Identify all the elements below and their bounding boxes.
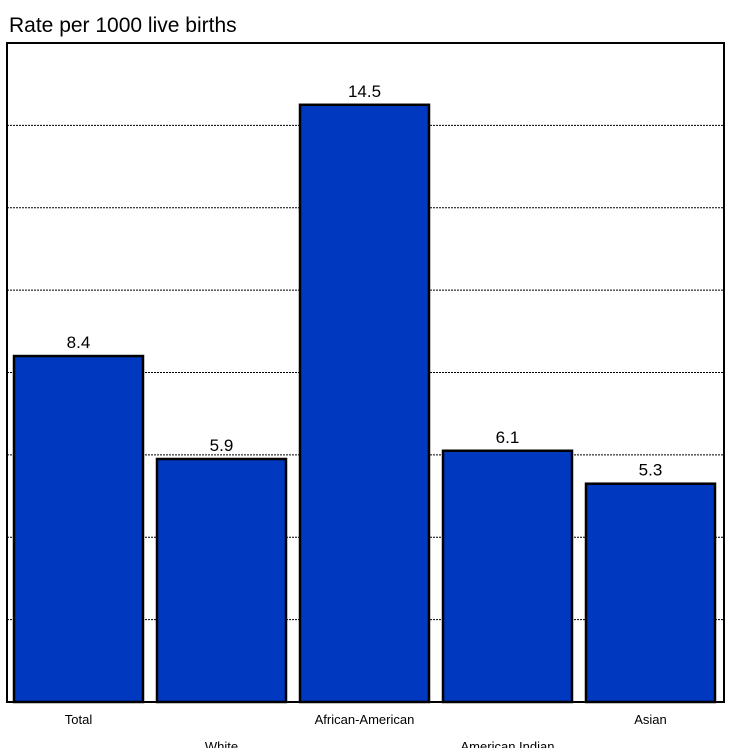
category-label-african-american: African-American xyxy=(315,712,415,727)
value-label-african-american: 14.5 xyxy=(348,82,381,101)
value-labels: 8.4 5.9 14.5 6.1 5.3 xyxy=(67,82,663,480)
value-label-white: 5.9 xyxy=(210,436,234,455)
category-labels: Total White African-American American India… xyxy=(65,712,667,748)
category-label-asian: Asian xyxy=(634,712,667,727)
category-label-american-indian: American Indian xyxy=(461,739,555,748)
value-label-asian: 5.3 xyxy=(639,461,663,480)
category-label-white: White xyxy=(205,739,238,748)
bar-asian xyxy=(584,482,717,704)
category-label-total: Total xyxy=(65,712,93,727)
bar-total xyxy=(12,354,145,704)
bars xyxy=(12,103,717,704)
bar-american-indian xyxy=(441,449,574,704)
bar-white xyxy=(155,457,288,704)
value-label-total: 8.4 xyxy=(67,333,91,352)
chart-title: Rate per 1000 live births xyxy=(9,14,237,37)
bar-african-american xyxy=(298,103,431,704)
plot-area-frame xyxy=(6,42,725,703)
value-label-american-indian: 6.1 xyxy=(496,428,520,447)
